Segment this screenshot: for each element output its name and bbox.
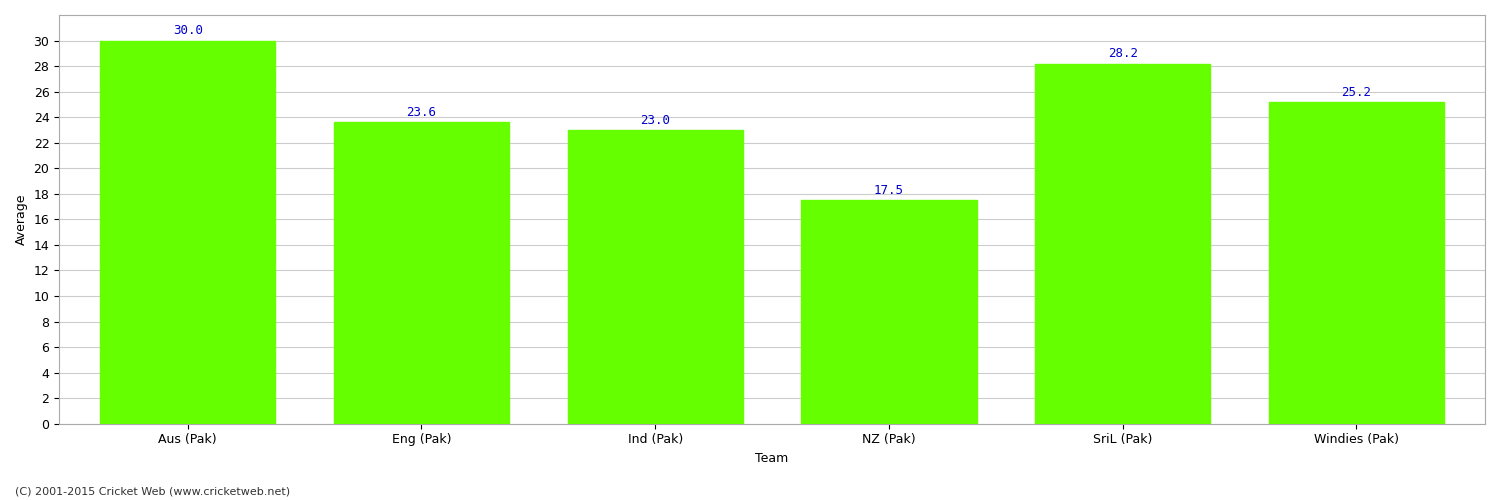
Bar (1035, 64, 1211, 424)
X-axis label: Team: Team (756, 452, 789, 465)
Text: 23.6: 23.6 (406, 106, 436, 119)
Text: (C) 2001-2015 Cricket Web (www.cricketweb.net): (C) 2001-2015 Cricket Web (www.cricketwe… (15, 487, 290, 497)
Bar (801, 200, 976, 424)
Text: 17.5: 17.5 (874, 184, 904, 197)
Text: 30.0: 30.0 (172, 24, 202, 38)
Text: 25.2: 25.2 (1341, 86, 1371, 98)
Bar (567, 130, 742, 424)
Bar (100, 40, 276, 424)
Text: 28.2: 28.2 (1107, 48, 1137, 60)
Text: 23.0: 23.0 (640, 114, 670, 127)
Y-axis label: Average: Average (15, 194, 28, 245)
Bar (334, 122, 508, 424)
Bar (1269, 102, 1444, 424)
